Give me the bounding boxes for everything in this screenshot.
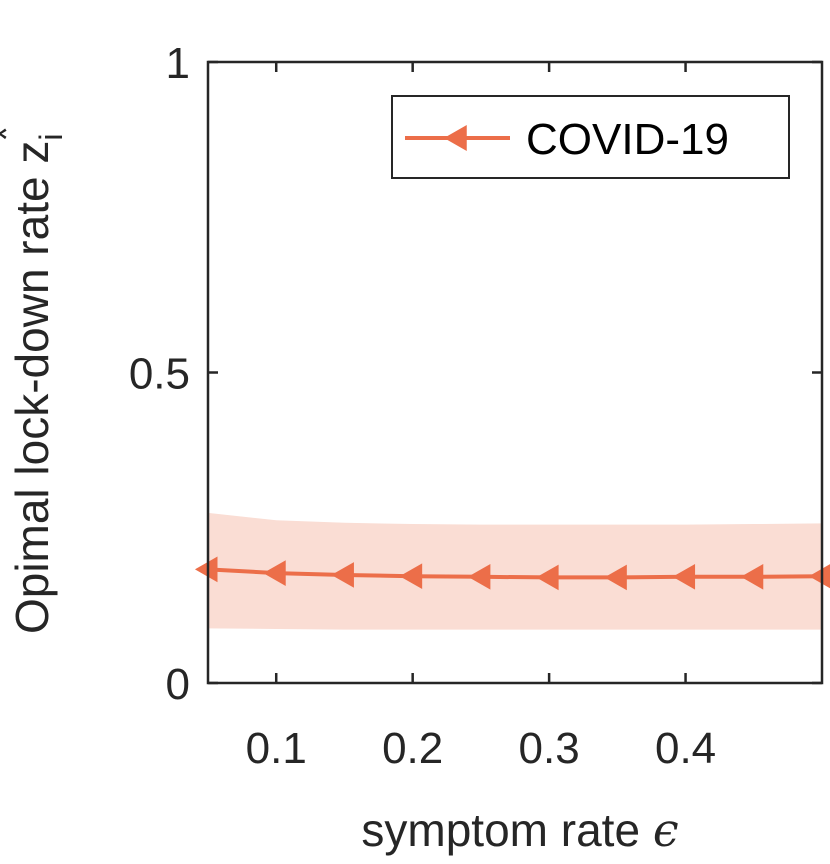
data-point xyxy=(467,563,491,590)
y-axis-title: Opimal lock-down rate zi* xyxy=(0,126,69,634)
confidence-band xyxy=(208,512,822,630)
data-point xyxy=(263,560,286,586)
data-point xyxy=(536,564,559,591)
legend-marker-sample xyxy=(444,125,467,151)
x-axis-title: symptom rate ϵ xyxy=(361,803,678,857)
y-tick-label: 0 xyxy=(166,660,190,709)
legend-label: COVID-19 xyxy=(526,115,729,164)
series-line xyxy=(207,567,823,580)
data-point xyxy=(740,563,764,590)
x-tick-label: 0.4 xyxy=(655,724,716,773)
data-point xyxy=(808,564,830,589)
series-line-layer xyxy=(207,567,823,580)
legend: COVID-19 xyxy=(391,95,790,179)
x-tick-label: 0.2 xyxy=(382,724,443,773)
y-tick-label: 0.5 xyxy=(129,350,190,399)
x-tick-label: 0.3 xyxy=(519,724,580,773)
y-tick-label: 1 xyxy=(166,39,190,88)
data-point xyxy=(672,563,696,590)
data-point xyxy=(194,556,218,583)
x-axis-ticks: 0.1 0.2 0.3 0.4 xyxy=(246,62,716,773)
confidence-band-layer xyxy=(208,512,822,630)
x-tick-label: 0.1 xyxy=(246,724,307,773)
data-point xyxy=(399,563,423,590)
data-point xyxy=(604,564,627,591)
series-marker-layer xyxy=(194,556,830,591)
y-axis-ticks: 00.51 xyxy=(129,39,822,709)
data-point xyxy=(331,562,354,588)
